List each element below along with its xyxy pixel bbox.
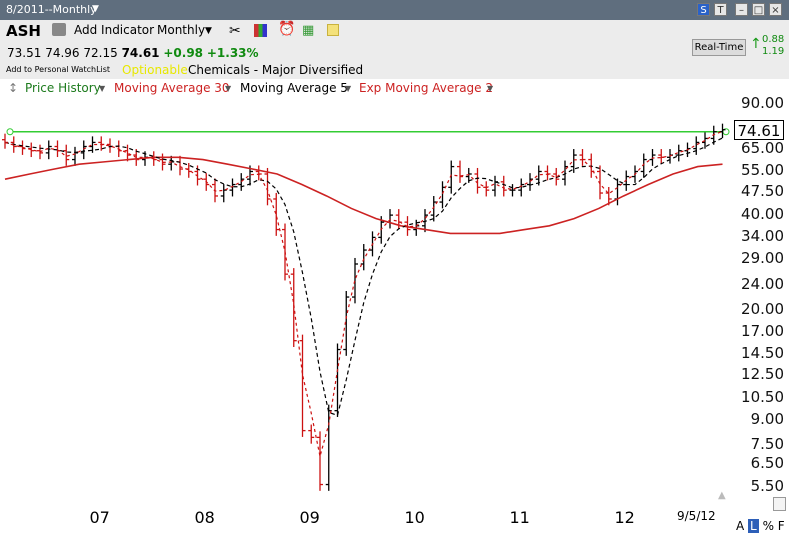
legend-ema2[interactable]: Exp Moving Average 2 (359, 81, 494, 95)
optionable-label: Optionable (122, 63, 188, 77)
date-label: 9/5/12 (677, 509, 716, 523)
minimize-icon[interactable]: – (735, 3, 748, 16)
x-tick-label: 12 (614, 508, 635, 527)
symbol-input[interactable]: ASH (6, 22, 41, 40)
quote-line: 73.51 74.96 72.15 74.61 +0.98 +1.33% (7, 46, 259, 60)
x-tick-label: 07 (89, 508, 110, 527)
y-tick-label: 6.50 (750, 454, 784, 473)
quote-high: 74.96 (45, 46, 80, 60)
period-select[interactable]: Monthly (157, 23, 206, 37)
add-indicator-button[interactable]: Add Indicator (74, 23, 155, 37)
y-tick-label: 12.50 (741, 364, 784, 383)
quote-change: +0.98 (163, 46, 204, 60)
title-dropdown-icon[interactable]: ▼ (92, 4, 99, 14)
scale-a-toggle[interactable]: A (736, 519, 745, 533)
last-price-box: 74.61 (734, 120, 784, 140)
y-tick-label: 29.00 (741, 249, 784, 268)
up-arrow-icon: ↑ (750, 36, 762, 52)
y-tick-label: 65.00 (741, 138, 784, 157)
scale-controls: A L % F (736, 519, 785, 533)
quote-low: 72.15 (83, 46, 118, 60)
legend-ma30[interactable]: Moving Average 30 (114, 81, 230, 95)
y-tick-label: 14.50 (741, 344, 784, 363)
y-tick-label: 10.50 (741, 388, 784, 407)
quote-open: 73.51 (7, 46, 42, 60)
scale-f-toggle[interactable]: F (777, 519, 785, 533)
scale-percent-toggle[interactable]: % (762, 519, 774, 533)
scale-log-toggle[interactable]: L (748, 519, 759, 533)
y-tick-label: 7.50 (750, 434, 784, 453)
realtime-button[interactable]: Real-Time (692, 39, 746, 56)
ema2-line (4, 130, 723, 457)
scroll-up-icon[interactable]: ▲ (718, 490, 726, 501)
note-icon[interactable] (327, 24, 339, 36)
y-tick-label: 24.00 (741, 275, 784, 294)
x-tick-label: 11 (509, 508, 530, 527)
price-history-arrow-icon: ↕ (8, 81, 19, 95)
y-tick-label: 17.00 (741, 322, 784, 341)
printer-icon[interactable] (52, 23, 66, 36)
ma30-line (4, 156, 723, 235)
y-tick-label: 47.50 (741, 181, 784, 200)
legend-price-history[interactable]: Price History (25, 81, 101, 95)
legend-ma30-dropdown-icon[interactable]: ▼ (225, 84, 232, 93)
y-tick-label: 40.00 (741, 205, 784, 224)
window-titlebar: 8/2011--Monthly ▼ S T – □ × (0, 0, 789, 20)
y-tick-label: 20.00 (741, 300, 784, 319)
tv-icon[interactable]: T (714, 3, 727, 16)
price-chart[interactable] (0, 97, 734, 537)
realtime-value-1: 0.88 (762, 34, 785, 45)
y-tick-label: 5.50 (750, 477, 784, 495)
x-tick-label: 08 (194, 508, 215, 527)
y-tick-label: 90.00 (741, 94, 784, 112)
grid-add-icon[interactable]: ▦ (302, 23, 315, 38)
quote-last: 74.61 (121, 46, 160, 60)
y-tick-label: 9.00 (750, 409, 784, 428)
close-icon[interactable]: × (769, 3, 782, 16)
toolbar (0, 20, 789, 82)
watchlist-link[interactable]: Add to Personal WatchList (6, 65, 111, 74)
legend-price-history-dropdown-icon[interactable]: ▼ (99, 84, 106, 93)
x-tick-label: 09 (299, 508, 320, 527)
maximize-icon[interactable]: □ (752, 3, 765, 16)
resistance-line-start-marker (6, 128, 14, 136)
s-badge-icon[interactable]: S (697, 3, 710, 16)
quote-percent: +1.33% (206, 46, 259, 60)
sector-label: Chemicals - Major Diversified (188, 63, 364, 77)
alarm-clock-icon[interactable]: ⏰ (278, 21, 296, 37)
legend-ma5[interactable]: Moving Average 5 (240, 81, 348, 95)
x-tick-label: 10 (404, 508, 425, 527)
ma5-line (4, 137, 723, 417)
legend-ema2-dropdown-icon[interactable]: ▼ (487, 84, 494, 93)
indicator-legend: ↕ Price History ▼ Moving Average 30 ▼ Mo… (0, 79, 789, 97)
legend-ma5-dropdown-icon[interactable]: ▼ (345, 84, 352, 93)
scroll-box[interactable] (773, 497, 786, 511)
realtime-value-2: 1.19 (762, 46, 785, 57)
y-tick-label: 55.00 (741, 161, 784, 180)
chart-type-icon[interactable] (254, 24, 267, 37)
period-dropdown-icon[interactable]: ▼ (205, 26, 212, 36)
tools-icon[interactable]: ✂ (229, 23, 241, 39)
window-title: 8/2011--Monthly (6, 3, 97, 16)
y-tick-label: 34.00 (741, 227, 784, 246)
